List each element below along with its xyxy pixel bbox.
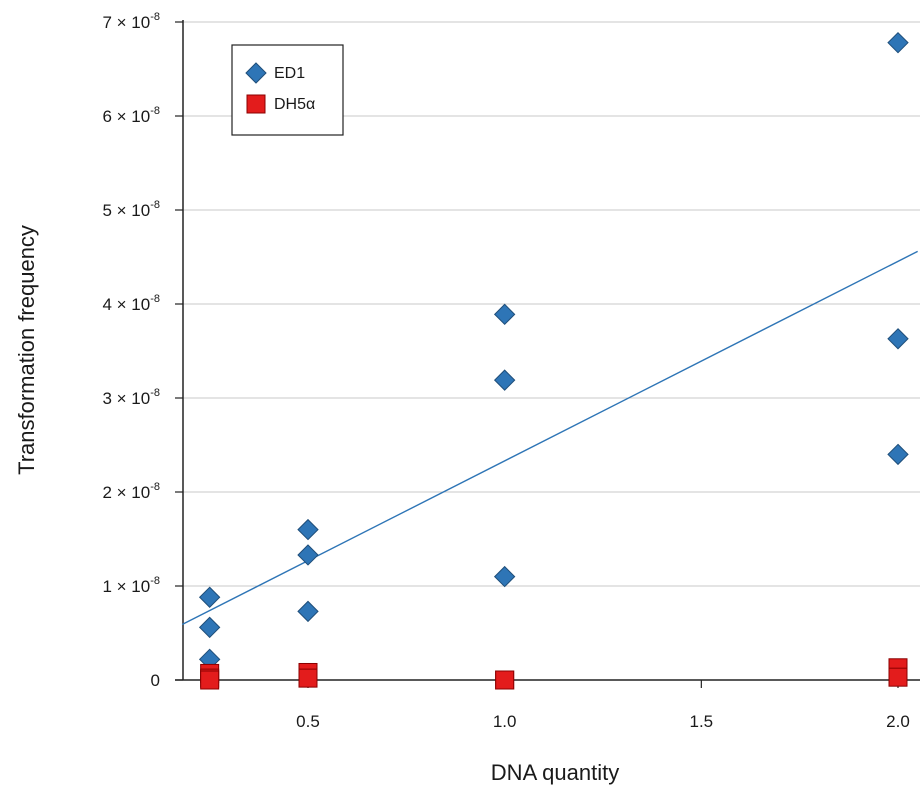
y-tick-label: 4 × 10-8 — [102, 293, 160, 314]
data-point-diamond — [198, 586, 221, 608]
legend: ED1 DH5α — [231, 44, 344, 136]
data-point-diamond — [198, 616, 221, 639]
y-tick-label: 0 — [151, 671, 160, 690]
data-point-diamond — [493, 303, 516, 326]
legend-box — [231, 44, 344, 136]
data-point-diamond — [887, 31, 909, 54]
data-point-diamond — [297, 600, 319, 623]
data-point-diamond — [297, 518, 319, 541]
x-tick-label: 1.5 — [690, 712, 714, 731]
x-tick-label: 0.5 — [296, 712, 320, 731]
data-point-diamond — [887, 443, 909, 466]
y-tick-label: 6 × 10-8 — [102, 105, 160, 126]
data-point-square — [888, 667, 908, 687]
y-tick-label: 2 × 10-8 — [102, 481, 160, 502]
data-point-diamond — [297, 544, 319, 566]
x-axis-title: DNA quantity — [491, 760, 619, 785]
y-tick-label: 1 × 10-8 — [102, 575, 160, 596]
y-tick-label: 7 × 10-8 — [102, 11, 160, 32]
series-ed1 — [198, 31, 909, 671]
x-tick-label: 1.0 — [493, 712, 517, 731]
data-point-diamond — [493, 369, 516, 391]
x-tick-label: 2.0 — [886, 712, 910, 731]
data-points — [198, 31, 909, 690]
trendline-ed1 — [181, 250, 918, 626]
legend-marker-diamond — [245, 62, 267, 84]
data-point-square — [495, 670, 515, 690]
x-tick-labels: 0.5 1.0 1.5 2.0 — [296, 680, 910, 731]
y-tick-label: 5 × 10-8 — [102, 199, 160, 220]
series-dh5a — [200, 658, 908, 690]
data-point-square — [298, 668, 318, 688]
data-point-diamond — [493, 565, 516, 588]
y-axis-title: Transformation frequency — [14, 225, 39, 475]
legend-label: ED1 — [274, 65, 305, 82]
data-point-square — [200, 670, 220, 690]
legend-label: DH5α — [274, 96, 315, 113]
data-point-diamond — [887, 328, 909, 350]
trendline-layer — [181, 250, 918, 626]
y-tick-labels: 0 1 × 10-8 2 × 10-8 3 × 10-8 4 × 10-8 5 × 10-… — [102, 11, 183, 690]
y-tick-label: 3 × 10-8 — [102, 387, 160, 408]
legend-marker-square — [246, 94, 266, 114]
